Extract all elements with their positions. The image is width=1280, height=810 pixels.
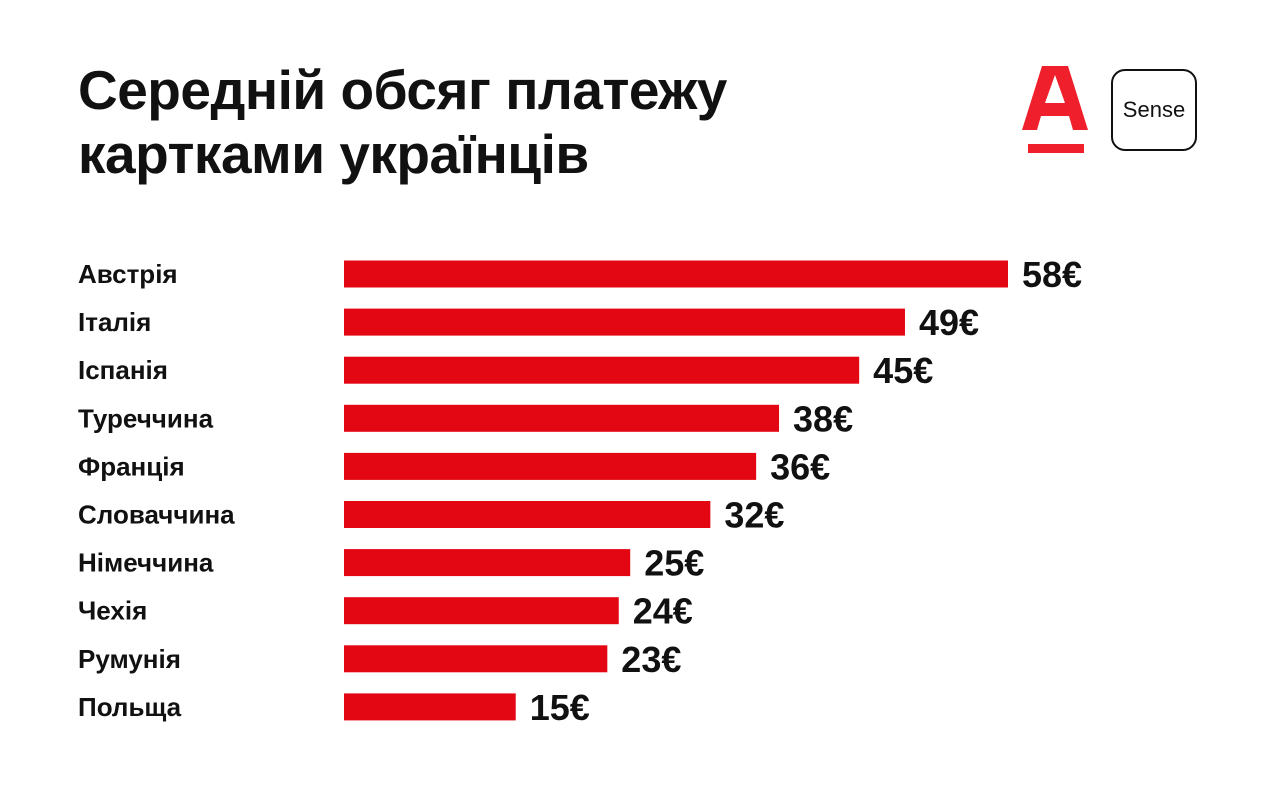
bar <box>344 693 516 721</box>
alfa-logo-icon <box>1022 66 1088 153</box>
value-label: 38€ <box>793 398 853 439</box>
category-label: Австрія <box>78 259 178 289</box>
value-label: 45€ <box>873 350 933 391</box>
category-label: Румунія <box>78 644 181 674</box>
category-label: Туреччина <box>78 403 214 433</box>
bar <box>344 260 1008 288</box>
value-label: 36€ <box>770 446 830 487</box>
value-label: 15€ <box>530 687 590 728</box>
value-label: 58€ <box>1022 254 1082 295</box>
category-label: Німеччина <box>78 548 214 578</box>
category-label: Іспанія <box>78 355 168 385</box>
category-label: Чехія <box>78 596 147 626</box>
bar <box>344 645 608 673</box>
bar <box>344 308 905 336</box>
category-label: Італія <box>78 307 151 337</box>
value-label: 23€ <box>621 639 681 680</box>
value-label: 25€ <box>644 543 704 584</box>
chart-title-line1: Середній обсяг платежу <box>78 59 727 121</box>
bar <box>344 404 780 432</box>
category-label: Франція <box>78 451 185 481</box>
value-label: 24€ <box>633 591 693 632</box>
sense-badge-label: Sense <box>1122 97 1186 122</box>
sense-badge: Sense <box>1111 69 1197 151</box>
chart-title: Середній обсяг платежу картками українці… <box>78 58 727 186</box>
value-label: 49€ <box>919 302 979 343</box>
bar <box>344 549 631 577</box>
bar <box>344 452 757 480</box>
bar <box>344 501 711 528</box>
category-label: Словаччина <box>78 500 235 530</box>
value-label: 32€ <box>724 495 784 536</box>
bar <box>344 356 860 384</box>
chart-title-line2: картками українців <box>78 123 589 185</box>
category-label: Польща <box>78 692 182 722</box>
bar <box>344 597 619 625</box>
